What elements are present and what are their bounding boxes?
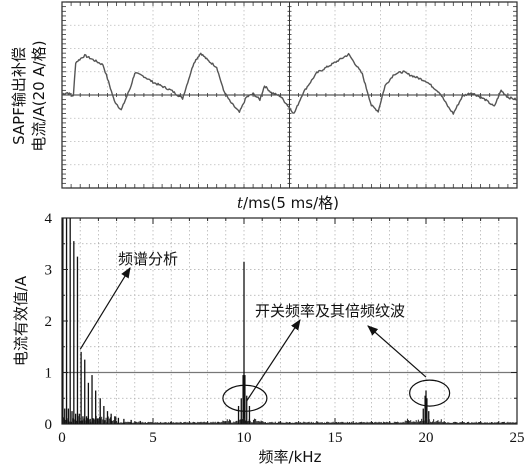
spectrum-frame (61, 217, 518, 425)
annotation-switching-ripple: 开关频率及其倍频纹波 (255, 302, 405, 320)
spectrum-ylabel: 电流有效值/A (12, 275, 30, 366)
annotation-arrows (79, 267, 451, 412)
spectrum-xtick-label: 0 (58, 430, 66, 446)
spectrum-xtick-label: 25 (510, 430, 525, 446)
oscilloscope-ticks (61, 1, 518, 189)
annotation-spectrum-analysis: 频谱分析 (118, 250, 178, 268)
spectrum-xlabel: 频率/kHz (259, 448, 322, 466)
spectrum-ytick-label: 0 (45, 417, 53, 433)
spectrum-xtick-label: 15 (328, 430, 343, 446)
osc-ylabel-line1: SAPF输出补偿 (10, 47, 28, 145)
oscilloscope-panel (61, 1, 518, 189)
arrow-switching-20khz (367, 325, 427, 378)
spectrum-xtick-label: 5 (149, 430, 157, 446)
osc-xlabel: t/ms(5 ms/格) (237, 194, 339, 212)
spectrum-xtick-label: 10 (237, 430, 252, 446)
spectrum-ticks (61, 217, 518, 425)
ellipse-20khz (409, 379, 451, 407)
osc-xlabel-units: /ms(5 ms/格) (243, 194, 339, 212)
spectrum-ytick-label: 2 (45, 314, 53, 330)
spectrum-ytick-label: 3 (45, 263, 53, 279)
spectrum-xtick-label: 20 (419, 430, 434, 446)
arrow-switching-10khz (246, 319, 301, 402)
spectrum-panel: 0 1 2 3 4 0 5 10 15 20 25 (45, 211, 525, 446)
annotations: 频谱分析 开关频率及其倍频纹波 (79, 250, 451, 412)
spectrum-ytick-label: 4 (45, 211, 53, 227)
osc-ylabel-line2: 电流/A(20 A/格) (30, 40, 48, 151)
spectrum-ytick-label: 1 (45, 366, 53, 382)
arrow-spectrum-analysis (79, 267, 131, 350)
osc-xlabel-variable: t (237, 194, 244, 212)
oscilloscope-trace (61, 52, 518, 115)
ellipse-10khz (222, 384, 268, 412)
spectrum-xtick-labels: 0 5 10 15 20 25 (58, 430, 524, 446)
spectrum-ytick-labels: 0 1 2 3 4 (45, 211, 53, 433)
